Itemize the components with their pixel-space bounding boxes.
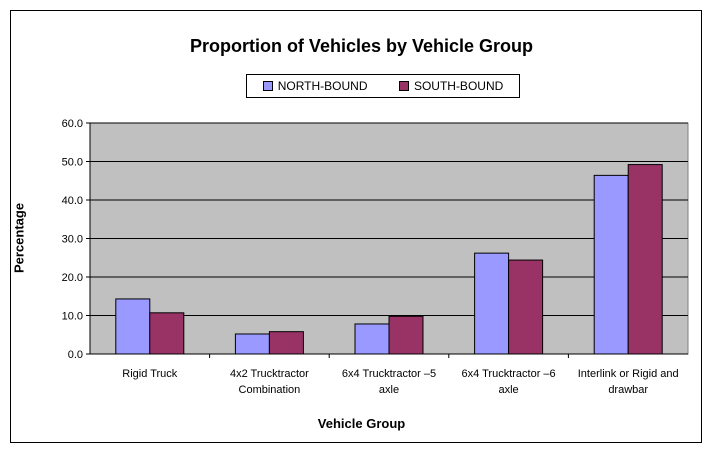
y-tick-label: 50.0 bbox=[62, 157, 83, 169]
legend-swatch-north bbox=[262, 81, 273, 91]
legend-swatch-south bbox=[398, 81, 409, 91]
x-axis-label: Vehicle Group bbox=[317, 416, 406, 431]
legend-label-south: SOUTH-BOUND bbox=[413, 79, 504, 93]
y-tick-label: 10.0 bbox=[62, 311, 83, 323]
x-category-label: Interlink or Rigid and bbox=[578, 368, 679, 380]
y-tick-label: 0.0 bbox=[68, 349, 83, 361]
bar-south-3 bbox=[508, 259, 544, 355]
x-category-label: 6x4 Trucktractor –5 bbox=[342, 368, 436, 380]
y-tick-label: 60.0 bbox=[62, 118, 83, 130]
bar-south-1 bbox=[268, 331, 304, 355]
bar-north-2 bbox=[354, 323, 390, 355]
x-category-label: drawbar bbox=[608, 384, 648, 396]
bar-south-4 bbox=[627, 164, 663, 355]
bar-south-2 bbox=[388, 315, 424, 355]
bar-south-0 bbox=[149, 312, 185, 355]
x-category-label: 6x4 Trucktractor –6 bbox=[462, 368, 556, 380]
bar-north-3 bbox=[474, 252, 510, 355]
bar-north-4 bbox=[593, 174, 629, 355]
x-category-label: 4x2 Trucktractor bbox=[230, 368, 309, 380]
x-category-label: axle bbox=[379, 384, 399, 396]
x-category-label: Rigid Truck bbox=[122, 368, 178, 380]
x-category-label: axle bbox=[499, 384, 519, 396]
chart-title: Proportion of Vehicles by Vehicle Group bbox=[189, 36, 534, 56]
bar-north-0 bbox=[115, 298, 151, 355]
legend-label-north: NORTH-BOUND bbox=[277, 79, 368, 93]
x-category-label: Combination bbox=[239, 384, 301, 396]
y-tick-label: 30.0 bbox=[62, 234, 83, 246]
legend-item-south: SOUTH-BOUND bbox=[398, 79, 504, 93]
bar-north-1 bbox=[234, 333, 270, 355]
legend: NORTH-BOUND SOUTH-BOUND bbox=[246, 74, 520, 98]
legend-item-north: NORTH-BOUND bbox=[262, 79, 368, 93]
y-tick-label: 40.0 bbox=[62, 195, 83, 207]
y-tick-label: 20.0 bbox=[62, 272, 83, 284]
